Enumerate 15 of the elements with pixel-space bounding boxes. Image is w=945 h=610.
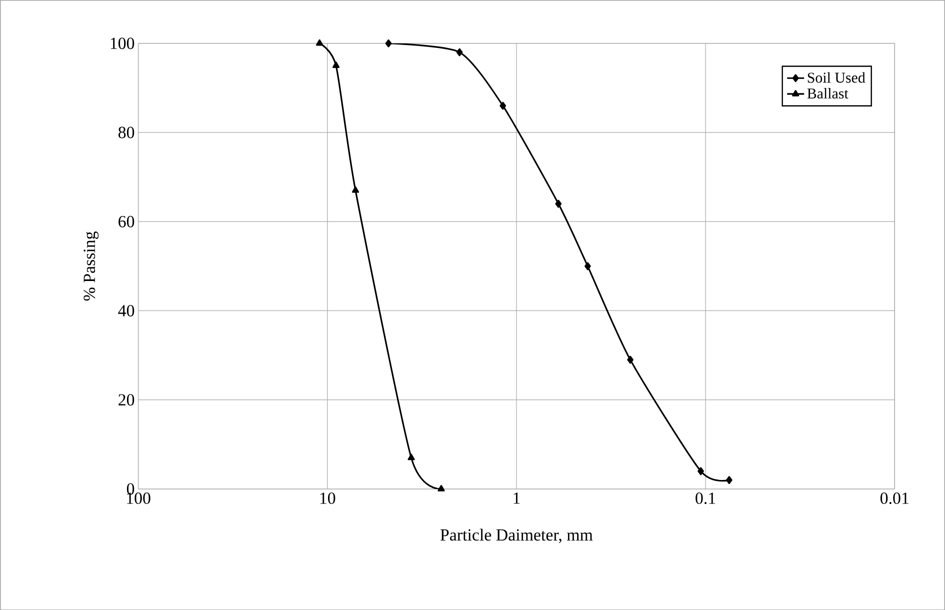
legend-label: Soil Used — [808, 72, 866, 83]
y-tick-label: 40 — [118, 304, 134, 316]
y-axis-title: % Passing — [84, 231, 99, 300]
x-tick-label: 0.01 — [880, 492, 908, 504]
x-tick-label: 100 — [127, 492, 150, 504]
y-tick-label: 20 — [118, 394, 134, 406]
y-tick-label: 60 — [118, 216, 134, 228]
y-tick-label: 80 — [118, 126, 134, 138]
x-tick-label: 1 — [514, 492, 520, 504]
y-tick-label: 100 — [110, 38, 134, 49]
legend-label: Ballast — [807, 88, 848, 98]
x-tick-label: 0.1 — [696, 492, 716, 504]
x-axis-title: Particle Daimeter, mm — [440, 528, 593, 543]
y-tick-label: 0 — [126, 483, 134, 495]
x-tick-label: 10 — [320, 492, 336, 504]
